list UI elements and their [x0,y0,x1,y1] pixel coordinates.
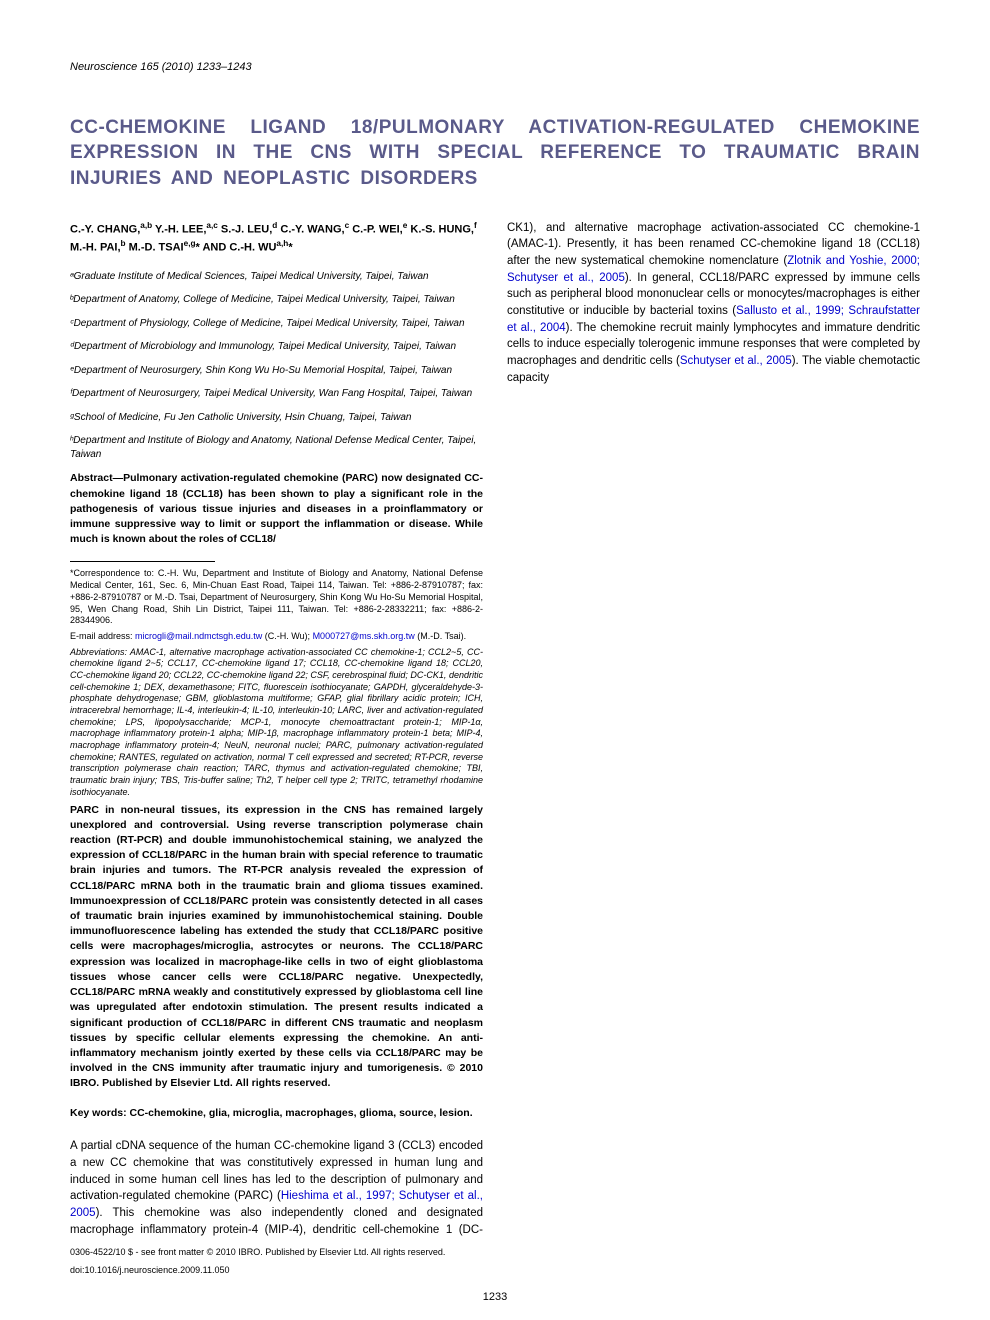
citation-4[interactable]: Schutyser et al., 2005 [680,355,792,367]
authors-list: C.-Y. CHANG,a,b Y.-H. LEE,a,c S.-J. LEU,… [70,220,483,256]
correspondence-footnote: *Correspondence to: C.-H. Wu, Department… [70,568,483,626]
article-title: CC-CHEMOKINE LIGAND 18/PULMONARY ACTIVAT… [70,115,920,192]
abbreviations-footnote: Abbreviations: AMAC-1, alternative macro… [70,647,483,799]
email-label: E-mail address: [70,631,135,641]
footnote-rule [70,561,215,562]
abbreviations-text: Abbreviations: AMAC-1, alternative macro… [70,647,483,797]
affiliation-7: ʰDepartment and Institute of Biology and… [70,434,483,461]
copyright-line: 0306-4522/10 $ - see front matter © 2010… [70,1246,920,1258]
affiliation-6: ᵍSchool of Medicine, Fu Jen Catholic Uni… [70,411,483,425]
abstract-part1: Abstract—Pulmonary activation-regulated … [70,471,483,547]
journal-name: Neuroscience [70,61,137,73]
affiliation-1: ᵇDepartment of Anatomy, College of Medic… [70,293,483,307]
page-number: 1233 [70,1290,920,1305]
affiliation-0: ᵃGraduate Institute of Medical Sciences,… [70,270,483,284]
email-who-2: (M.-D. Tsai). [415,631,466,641]
email-link-1[interactable]: microgli@mail.ndmctsgh.edu.tw [135,631,262,641]
journal-volume: 165 (2010) 1233–1243 [140,61,251,73]
affiliation-4: ᵉDepartment of Neurosurgery, Shin Kong W… [70,364,483,378]
doi-line: doi:10.1016/j.neuroscience.2009.11.050 [70,1264,920,1276]
email-footnote: E-mail address: microgli@mail.ndmctsgh.e… [70,631,483,643]
keywords: Key words: CC-chemokine, glia, microglia… [70,1106,483,1121]
email-link-2[interactable]: M000727@ms.skh.org.tw [313,631,415,641]
journal-header: Neuroscience 165 (2010) 1233–1243 [70,60,920,75]
abstract-part2: PARC in non-neural tissues, its expressi… [70,803,483,1092]
two-column-layout: C.-Y. CHANG,a,b Y.-H. LEE,a,c S.-J. LEU,… [70,220,920,1240]
affiliation-2: ᶜDepartment of Physiology, College of Me… [70,317,483,331]
affiliation-3: ᵈDepartment of Microbiology and Immunolo… [70,340,483,354]
affiliation-5: ᶠDepartment of Neurosurgery, Taipei Medi… [70,387,483,401]
email-who-1: (C.-H. Wu); [262,631,312,641]
